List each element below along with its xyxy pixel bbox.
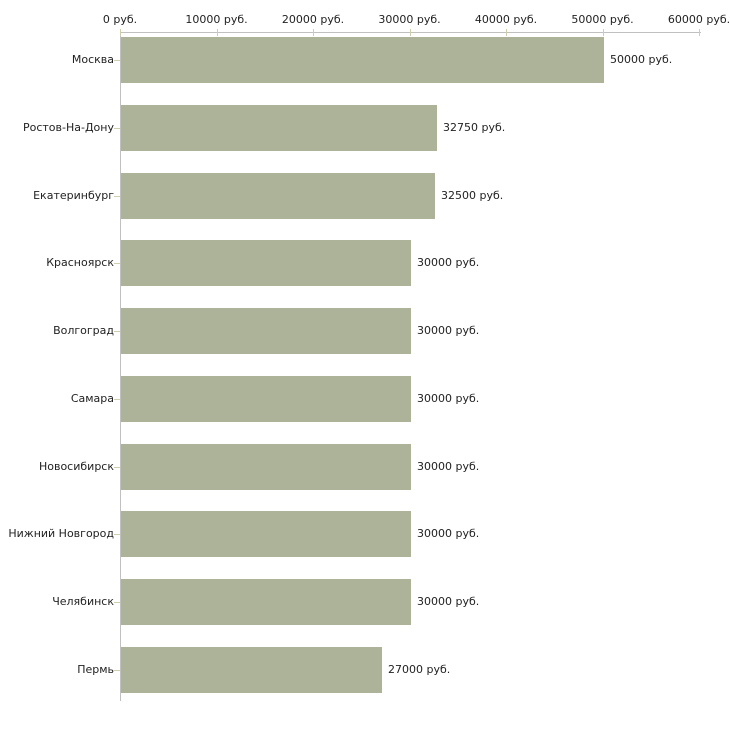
bar xyxy=(121,173,435,219)
value-label: 30000 руб. xyxy=(417,324,480,337)
category-label: Екатеринбург xyxy=(33,189,114,202)
bar xyxy=(121,444,411,490)
x-axis-tick-label: 0 руб. xyxy=(102,13,138,26)
x-axis-tick-label: 30000 руб. xyxy=(378,13,441,26)
x-axis-tick-label: 40000 руб. xyxy=(474,13,538,26)
y-axis-tick-mark xyxy=(114,263,120,264)
y-axis-tick-mark xyxy=(114,196,120,197)
category-label: Москва xyxy=(71,53,114,66)
x-axis-tick-mark xyxy=(699,29,700,36)
y-axis-tick-mark xyxy=(114,60,120,61)
y-axis-tick-mark xyxy=(114,534,120,535)
value-label: 30000 руб. xyxy=(417,460,480,473)
x-axis-tick-label: 20000 руб. xyxy=(281,13,345,26)
x-axis-tick-mark xyxy=(603,29,604,36)
y-axis-tick-mark xyxy=(114,670,120,671)
category-label: Нижний Новгород xyxy=(8,527,114,540)
category-label: Пермь xyxy=(77,663,114,676)
y-axis-tick-mark xyxy=(114,331,120,332)
bar xyxy=(121,240,411,286)
value-label: 50000 руб. xyxy=(610,53,673,66)
category-label: Красноярск xyxy=(46,256,114,269)
value-label: 30000 руб. xyxy=(417,527,480,540)
bar xyxy=(121,37,604,83)
value-label: 32500 руб. xyxy=(441,189,504,202)
value-label: 30000 руб. xyxy=(417,392,480,405)
x-axis-tick-mark xyxy=(217,29,218,36)
x-axis-tick-label: 50000 руб. xyxy=(571,13,634,26)
bar xyxy=(121,647,382,693)
category-label: Ростов-На-Дону xyxy=(22,121,114,134)
category-label: Волгоград xyxy=(53,324,114,337)
value-label: 30000 руб. xyxy=(417,256,480,269)
value-label: 30000 руб. xyxy=(417,595,480,608)
y-axis-tick-mark xyxy=(114,399,120,400)
value-label: 32750 руб. xyxy=(443,121,506,134)
bar xyxy=(121,105,437,151)
bar xyxy=(121,579,411,625)
x-axis-tick-label: 10000 руб. xyxy=(185,13,248,26)
bar xyxy=(121,376,411,422)
bar xyxy=(121,511,411,557)
x-axis-tick-mark xyxy=(120,29,121,36)
bar xyxy=(121,308,411,354)
x-axis-tick-label: 60000 руб. xyxy=(667,13,730,26)
x-axis-tick-mark xyxy=(506,29,507,36)
category-label: Новосибирск xyxy=(38,460,114,473)
y-axis-tick-mark xyxy=(114,467,120,468)
value-label: 27000 руб. xyxy=(388,663,451,676)
category-label: Челябинск xyxy=(52,595,114,608)
y-axis-line xyxy=(120,32,121,701)
y-axis-tick-mark xyxy=(114,128,120,129)
category-label: Самара xyxy=(70,392,114,405)
x-axis-tick-mark xyxy=(410,29,411,36)
x-axis-tick-mark xyxy=(313,29,314,36)
y-axis-tick-mark xyxy=(114,602,120,603)
